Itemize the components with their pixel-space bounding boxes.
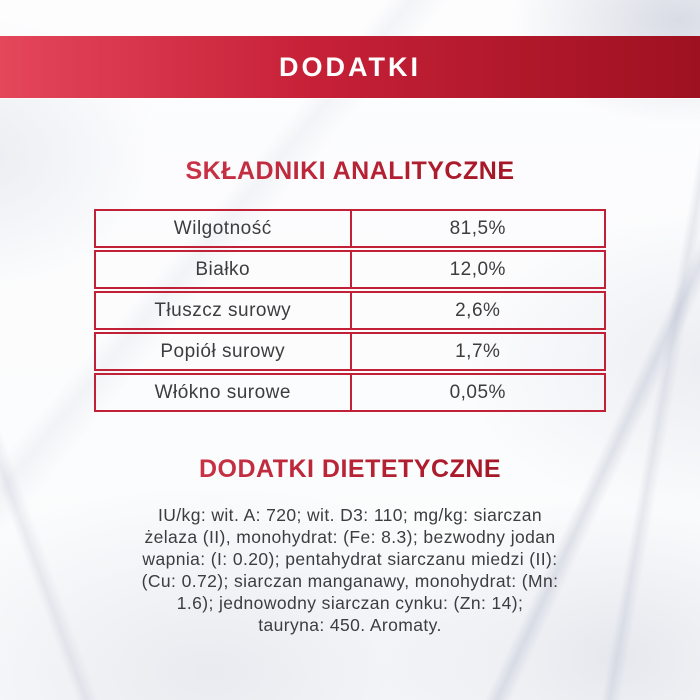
row-value: 0,05% [449,381,506,403]
table-row: Wilgotność 81,5% [94,209,606,248]
row-label: Włókno surowe [96,375,352,410]
banner: DODATKI [0,36,700,98]
banner-title: DODATKI [279,51,421,82]
analytical-table: Wilgotność 81,5% Białko 12,0% Tłuszcz su… [94,209,606,412]
table-row: Włókno surowe 0,05% [94,373,606,412]
row-value: 12,0% [449,258,506,280]
table-row: Tłuszcz surowy 2,6% [94,291,606,330]
row-label: Tłuszcz surowy [96,293,352,328]
row-value: 81,5% [449,217,506,239]
table-row: Białko 12,0% [94,250,606,289]
dietetic-heading: DODATKI DIETETYCZNE [0,454,700,484]
analytical-heading: SKŁADNIKI ANALITYCZNE [0,156,700,186]
row-value: 2,6% [455,299,501,321]
table-row: Popiół surowy 1,7% [94,332,606,371]
row-label: Popiół surowy [96,334,352,369]
row-label: Białko [96,252,352,287]
dietetic-text: IU/kg: wit. A: 720; wit. D3: 110; mg/kg:… [141,505,559,635]
row-value: 1,7% [455,340,501,362]
row-label: Wilgotność [96,211,352,246]
